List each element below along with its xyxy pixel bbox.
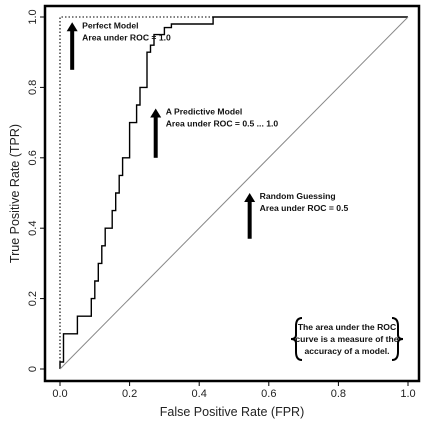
predictive-model-roc-line [59, 16, 408, 369]
arrow-up-icon [244, 193, 256, 202]
note-text-line: The area under the ROC [298, 322, 396, 332]
x-tick-label: 0.6 [261, 388, 276, 400]
y-axis-title: True Positive Rate (TPR) [8, 124, 22, 263]
y-tick-label: 0.4 [27, 221, 39, 236]
annotation-text-line: Area under ROC = 0.5 ... 1.0 [166, 119, 279, 129]
arrow-shaft [70, 29, 75, 70]
right-brace [391, 317, 404, 361]
y-tick-label: 0.6 [27, 150, 39, 165]
annotation-text-line: A Predictive Model [166, 107, 243, 117]
predictive-model-annotation: A Predictive Model Area under ROC = 0.5 .… [150, 107, 278, 158]
arrow-up-icon [150, 108, 162, 118]
arrow-shaft [153, 115, 158, 158]
x-tick-label: 1.0 [400, 388, 415, 400]
perfect-model-annotation: Perfect Model Area under ROC = 1.0 [66, 20, 171, 70]
arrow-up-icon [66, 22, 78, 32]
note-text-line: accuracy of a model. [304, 346, 389, 356]
random-guess-diagonal [59, 16, 409, 370]
annotation-text-line: Random Guessing [260, 191, 336, 201]
random-guessing-annotation: Random Guessing Area under ROC = 0.5 [244, 191, 348, 239]
annotation-text-line: Perfect Model [82, 20, 138, 30]
plot-frame [43, 4, 421, 383]
x-axis-title: False Positive Rate (FPR) [160, 405, 304, 419]
x-tick-label: 0.4 [192, 388, 207, 400]
y-tick-label: 1.0 [27, 9, 39, 24]
note-text-line: curve is a measure of the [295, 334, 398, 344]
x-tick-label: 0.2 [122, 388, 137, 400]
left-brace [290, 317, 303, 361]
y-tick-label: 0.8 [27, 80, 39, 95]
arrow-shaft [247, 200, 252, 239]
x-tick-label: 0.8 [331, 388, 346, 400]
auc-note: The area under the ROC curve is a measure… [290, 317, 404, 361]
annotation-text-line: Area under ROC = 0.5 [260, 203, 349, 213]
y-tick-label: 0 [27, 366, 39, 372]
x-tick-label: 0.0 [52, 388, 67, 400]
annotation-text-line: Area under ROC = 1.0 [82, 32, 171, 42]
y-tick-label: 0.2 [27, 291, 39, 306]
